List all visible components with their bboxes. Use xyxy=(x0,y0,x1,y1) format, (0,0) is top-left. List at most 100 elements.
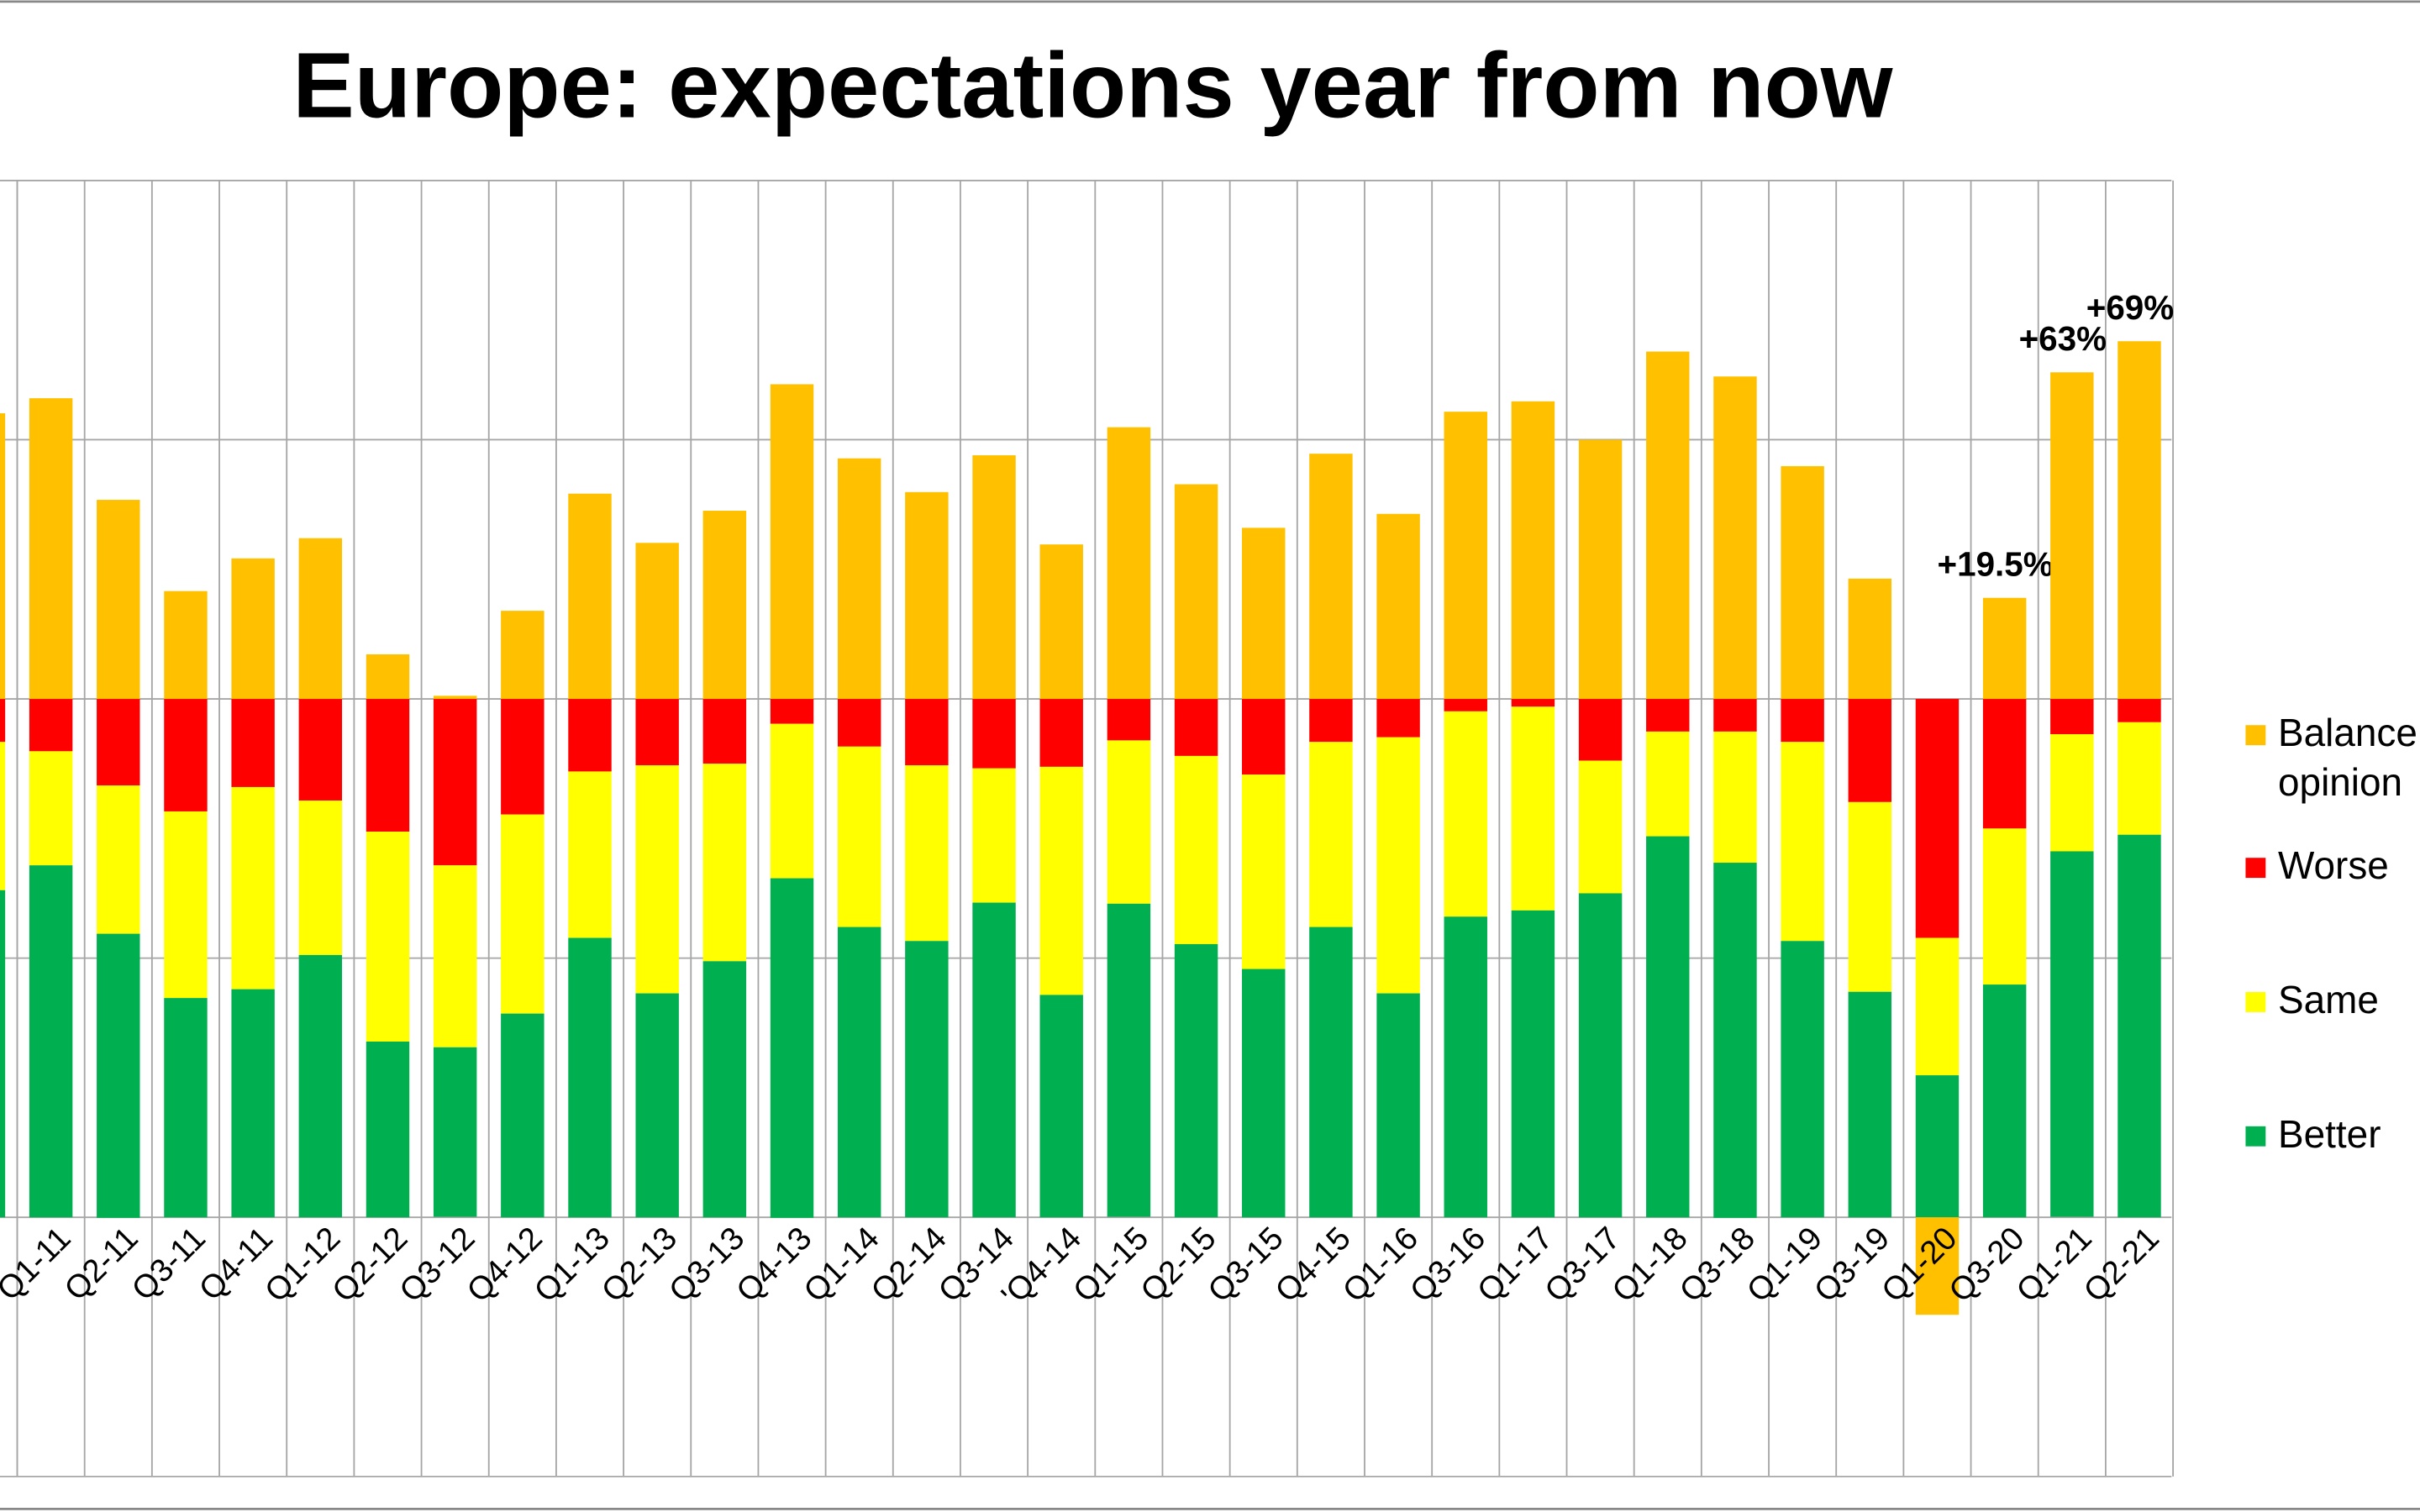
bar-segment xyxy=(1781,941,1824,1218)
bar-segment xyxy=(1309,454,1353,700)
bar-segment xyxy=(1444,699,1487,711)
bar-segment xyxy=(366,1041,410,1218)
bar-segment xyxy=(29,865,73,1218)
bar-segment xyxy=(298,801,343,955)
bar-segment xyxy=(2118,699,2161,722)
bar-segment xyxy=(702,961,747,1218)
bar-segment xyxy=(2118,341,2161,700)
bar-segment xyxy=(1713,699,1757,732)
bar-segment xyxy=(905,765,949,942)
bar-segment xyxy=(837,927,881,1218)
bar-segment xyxy=(1039,766,1083,995)
bar-segment xyxy=(433,865,477,1047)
bar-segment xyxy=(97,785,140,934)
bar-segment xyxy=(972,699,1016,769)
bar-segment xyxy=(1376,993,1420,1218)
bar-segment xyxy=(702,511,747,700)
bar-segment xyxy=(1982,828,2027,985)
bar-segment xyxy=(635,699,679,766)
bar-segment xyxy=(1242,774,1286,969)
legend-label-line: opinion xyxy=(2278,760,2402,804)
bar-segment xyxy=(1107,903,1151,1217)
bar-segment xyxy=(1578,699,1623,761)
bar-segment xyxy=(568,771,612,938)
bar-segment xyxy=(231,699,275,787)
bar-segment xyxy=(97,500,140,700)
bar-segment xyxy=(164,699,208,811)
bar-segment xyxy=(1309,742,1353,927)
bar-segment xyxy=(1848,801,1892,992)
bar-segment xyxy=(366,832,410,1042)
bar-segment xyxy=(433,699,477,866)
bar-segment xyxy=(1242,699,1286,775)
bar-segment xyxy=(972,768,1016,903)
bar-segment xyxy=(702,699,747,764)
bar-segment xyxy=(635,993,679,1218)
bar-segment xyxy=(837,746,881,927)
bar-segment xyxy=(433,696,477,700)
bar-segment xyxy=(1174,755,1218,944)
bar-segment xyxy=(501,814,544,1014)
bar-segment xyxy=(231,558,275,700)
bar-segment xyxy=(770,878,814,1218)
bar-segment xyxy=(2050,851,2094,1217)
bar-segment xyxy=(1174,943,1218,1218)
legend-label: Balance opinion xyxy=(2278,711,2417,804)
bar-segment xyxy=(298,699,343,801)
bar-segment xyxy=(433,1047,477,1217)
bar-segment xyxy=(568,493,612,700)
bar-segment xyxy=(770,723,814,879)
bar-segment xyxy=(1242,969,1286,1218)
bar-segment xyxy=(1848,578,1892,700)
bar-segment xyxy=(2050,734,2094,852)
bar-segment xyxy=(298,954,343,1218)
value-label: +63% xyxy=(2019,319,2107,358)
bar-segment xyxy=(97,933,140,1218)
bar-segment xyxy=(568,699,612,772)
legend-swatch xyxy=(2245,858,2266,879)
bar-segment xyxy=(1646,699,1690,732)
bar-segment xyxy=(1107,427,1151,700)
bar-segment xyxy=(1982,597,2027,700)
bar-segment xyxy=(1039,544,1083,700)
legend-swatch xyxy=(2245,725,2266,746)
bar-segment xyxy=(1848,699,1892,802)
bar-segment xyxy=(29,398,73,700)
bar-segment xyxy=(837,458,881,700)
bar-segment xyxy=(1578,439,1623,700)
bar-segment xyxy=(1444,711,1487,917)
bar-segment xyxy=(1511,910,1555,1218)
bar-segment xyxy=(1915,699,1960,938)
legend-label: Better xyxy=(2278,1112,2381,1156)
bar-segment xyxy=(1578,893,1623,1218)
bar-segment xyxy=(29,751,73,866)
bar-segment xyxy=(1781,742,1824,942)
bar-segment xyxy=(1713,863,1757,1218)
legend-label-line: Balance xyxy=(2278,711,2417,754)
bar-segment xyxy=(1511,706,1555,911)
bar-segment xyxy=(1713,731,1757,864)
bar-segment xyxy=(1376,699,1420,738)
bar-segment xyxy=(770,699,814,724)
legend-swatch xyxy=(2245,992,2266,1012)
bar-segment xyxy=(1174,699,1218,756)
bar-segment xyxy=(501,699,544,815)
bar-segment xyxy=(2118,834,2161,1218)
bar-segment xyxy=(1646,731,1690,837)
bar-segment xyxy=(231,989,275,1218)
legend-label: Same xyxy=(2278,978,2379,1021)
bar-segment xyxy=(1376,513,1420,700)
bar-segment xyxy=(1107,740,1151,904)
bar-segment xyxy=(1781,699,1824,743)
bar-segment xyxy=(1915,1217,1960,1315)
value-label: +69% xyxy=(2086,288,2174,327)
bar-segment xyxy=(1039,699,1083,767)
bar-segment xyxy=(1646,836,1690,1218)
bar-segment xyxy=(29,699,73,752)
bar-segment xyxy=(1376,737,1420,994)
bar-segment xyxy=(501,1013,544,1218)
bar-segment xyxy=(0,412,6,700)
bar-segment xyxy=(770,384,814,700)
